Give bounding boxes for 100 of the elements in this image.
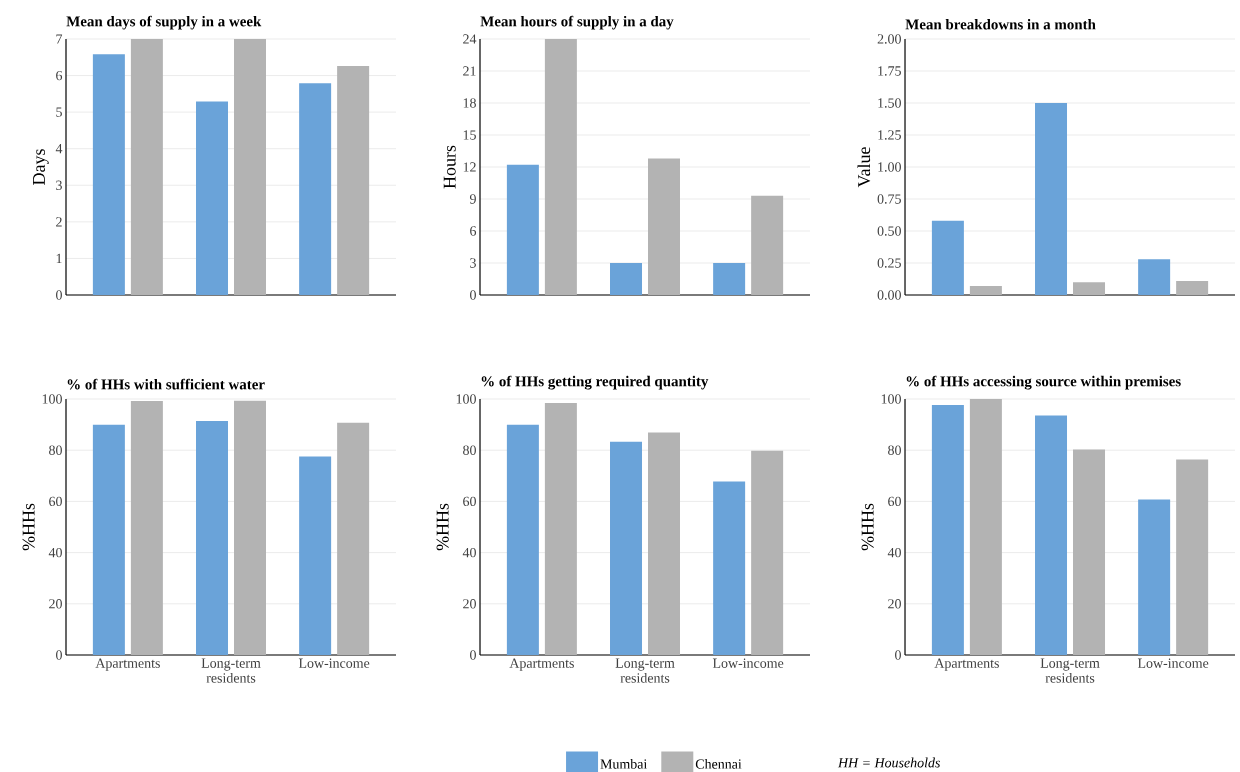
y-tick-label: 2.00 [877, 34, 901, 44]
y-tick-label: 6 [56, 70, 63, 81]
bar [931, 404, 964, 655]
chart-title: % of HHs with sufficient water [67, 378, 265, 390]
y-tick-label: 100 [456, 394, 476, 404]
bar [1138, 499, 1171, 655]
y-tick-label: 1 [56, 253, 62, 264]
y-tick-label: 0 [56, 650, 62, 660]
bar [1073, 449, 1106, 655]
bar [196, 101, 228, 295]
x-tick-label: Apartments [934, 658, 999, 671]
bar [751, 195, 784, 295]
bar [234, 400, 266, 655]
y-tick-label: 12 [463, 162, 476, 172]
chart-title: Mean days of supply in a week [66, 15, 262, 30]
x-tick-label: Long-term residents [1040, 658, 1100, 683]
y-tick-label: 0 [895, 650, 901, 660]
bar [648, 158, 681, 295]
bar [751, 450, 784, 655]
y-tick-label: 60 [888, 496, 901, 507]
bar [130, 401, 163, 655]
bar [1073, 282, 1106, 295]
x-tick-label: Low-income [298, 658, 370, 668]
y-tick-label: 0.75 [877, 194, 901, 204]
x-tick-label: Low-income [1137, 658, 1209, 668]
y-tick-label: 60 [49, 496, 62, 507]
y-tick-label: 1.00 [878, 162, 901, 172]
bar [713, 481, 746, 655]
y-tick-label: 0.50 [877, 226, 901, 236]
x-tick-label: Long-term residents [615, 658, 675, 683]
bar [544, 38, 577, 295]
bar [299, 456, 332, 655]
y-tick-label: 0 [470, 650, 476, 660]
y-tick-label: 20 [463, 599, 476, 609]
bar [299, 83, 332, 295]
y-tick-label: 0 [470, 290, 476, 300]
bar [1035, 102, 1068, 295]
y-tick-label: 18 [463, 98, 476, 108]
chart-title: Mean breakdowns in a month [905, 18, 1096, 30]
y-tick-label: 40 [887, 547, 901, 558]
chart-title: % of HHs getting required quantity [481, 375, 709, 390]
text: HH = Households [837, 757, 940, 768]
bar [130, 38, 163, 295]
y-tick-label: 5 [56, 107, 62, 117]
x-tick-label: Apartments [509, 658, 574, 671]
y-tick-label: 80 [463, 445, 476, 455]
bar [648, 432, 681, 655]
bar [610, 262, 643, 295]
y-tick-label: 40 [48, 547, 62, 558]
bar [1176, 459, 1209, 655]
bar [969, 399, 1002, 655]
y-tick-label: 20 [49, 599, 62, 609]
y-tick-label: 2 [56, 217, 62, 227]
x-tick-label: Low-income [712, 658, 784, 668]
y-tick-label: 0.00 [877, 290, 901, 300]
y-axis-title: %HHs [436, 503, 449, 551]
y-tick-label: 80 [49, 445, 62, 455]
bar [544, 403, 577, 655]
y-tick-label: 100 [42, 394, 62, 404]
legend-label: Chennai [695, 758, 742, 769]
y-tick-label: 9 [469, 194, 476, 204]
bar [196, 421, 228, 655]
bar [610, 441, 643, 655]
y-tick-label: 20 [888, 599, 901, 609]
bar [1035, 415, 1068, 655]
y-tick-label: 40 [462, 547, 476, 558]
bar [92, 424, 125, 655]
bar [969, 286, 1002, 295]
y-axis-title: %HHs [22, 503, 35, 551]
bar [931, 220, 964, 295]
y-axis-title: Value [857, 147, 871, 188]
bar [506, 424, 539, 655]
bar [506, 164, 539, 295]
y-axis-title: Hours [443, 145, 456, 189]
bar [92, 54, 125, 295]
x-tick-label: Apartments [95, 658, 160, 671]
y-tick-label: 60 [463, 496, 476, 507]
chart-title: % of HHs accessing source within premises [906, 375, 1181, 390]
y-tick-label: 100 [881, 394, 901, 404]
y-tick-label: 0.25 [877, 258, 901, 268]
legend-label: Mumbai [600, 758, 648, 769]
bar [337, 422, 370, 655]
y-tick-label: 7 [56, 34, 63, 44]
bar [234, 38, 266, 295]
y-axis-title: %HHs [861, 503, 874, 551]
y-tick-label: 80 [888, 445, 901, 455]
bar [1176, 280, 1209, 295]
y-tick-label: 1.75 [878, 66, 901, 76]
y-tick-label: 15 [463, 130, 476, 140]
y-tick-label: 3 [470, 258, 476, 268]
y-tick-label: 0 [56, 290, 62, 300]
bar [713, 262, 746, 295]
y-tick-label: 21 [463, 66, 476, 76]
y-tick-label: 1.25 [878, 130, 901, 140]
chart-title: Mean hours of supply in a day [480, 15, 674, 30]
y-tick-label: 4 [55, 144, 63, 154]
y-tick-label: 24 [463, 34, 477, 44]
y-tick-label: 6 [470, 226, 477, 236]
y-axis-title: Days [33, 149, 49, 185]
x-tick-label: Long-term residents [201, 658, 261, 683]
